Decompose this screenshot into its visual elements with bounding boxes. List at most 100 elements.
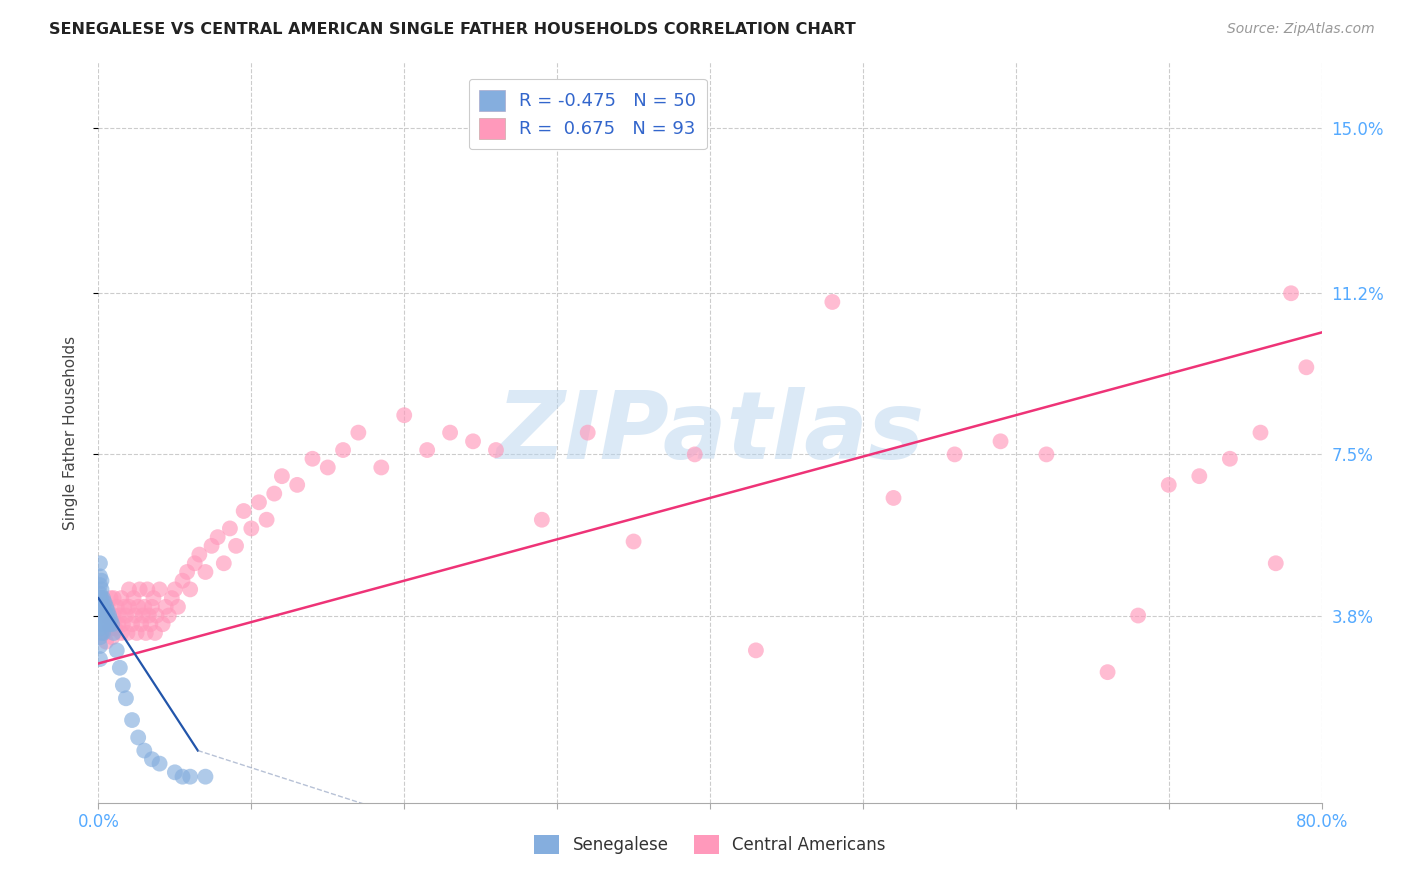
Point: [683, 447, 706, 461]
Point: [89, 578, 111, 592]
Point: [270, 469, 292, 483]
Point: [160, 591, 183, 606]
Point: [104, 622, 127, 636]
Point: [370, 460, 392, 475]
Point: [1035, 447, 1057, 461]
Point: [89, 591, 111, 606]
Point: [93, 626, 115, 640]
Point: [163, 582, 186, 597]
Point: [301, 451, 323, 466]
Point: [90, 591, 112, 606]
Point: [90, 599, 112, 614]
Point: [89, 599, 111, 614]
Point: [530, 513, 553, 527]
Point: [145, 608, 167, 623]
Point: [745, 643, 768, 657]
Point: [461, 434, 484, 449]
Point: [94, 608, 117, 623]
Point: [94, 599, 117, 614]
Point: [90, 582, 112, 597]
Point: [94, 617, 117, 632]
Point: [1128, 608, 1150, 623]
Point: [132, 608, 155, 623]
Point: [439, 425, 461, 440]
Point: [157, 608, 180, 623]
Point: [94, 634, 117, 648]
Point: [485, 443, 508, 458]
Point: [89, 613, 111, 627]
Point: [93, 595, 115, 609]
Point: [1264, 556, 1286, 570]
Point: [172, 770, 194, 784]
Point: [416, 443, 439, 458]
Point: [347, 425, 370, 440]
Point: [98, 608, 121, 623]
Point: [90, 617, 112, 632]
Point: [821, 295, 844, 310]
Point: [103, 591, 125, 606]
Point: [93, 613, 115, 627]
Point: [149, 756, 172, 771]
Point: [89, 587, 111, 601]
Point: [97, 599, 120, 614]
Point: [121, 617, 143, 632]
Point: [163, 765, 186, 780]
Point: [127, 731, 149, 745]
Point: [1097, 665, 1119, 680]
Point: [263, 486, 285, 500]
Point: [141, 599, 163, 614]
Point: [1219, 451, 1241, 466]
Point: [91, 591, 114, 606]
Point: [127, 599, 149, 614]
Legend: Senegalese, Central Americans: Senegalese, Central Americans: [527, 829, 893, 861]
Point: [89, 622, 111, 636]
Point: [212, 556, 235, 570]
Point: [207, 530, 229, 544]
Point: [89, 639, 111, 653]
Point: [194, 565, 217, 579]
Point: [256, 513, 278, 527]
Point: [115, 691, 138, 706]
Point: [107, 617, 129, 632]
Point: [122, 591, 145, 606]
Point: [138, 608, 160, 623]
Point: [883, 491, 905, 505]
Point: [89, 556, 111, 570]
Point: [179, 582, 201, 597]
Point: [90, 574, 112, 588]
Point: [100, 591, 122, 606]
Point: [125, 626, 148, 640]
Point: [576, 425, 599, 440]
Point: [135, 626, 157, 640]
Point: [97, 604, 120, 618]
Point: [91, 626, 114, 640]
Point: [91, 617, 114, 632]
Point: [91, 599, 114, 614]
Point: [167, 599, 190, 614]
Point: [225, 539, 247, 553]
Point: [139, 617, 162, 632]
Point: [89, 569, 111, 583]
Point: [89, 604, 111, 618]
Point: [1188, 469, 1211, 483]
Point: [111, 678, 134, 692]
Point: [1249, 425, 1271, 440]
Point: [110, 591, 132, 606]
Point: [90, 608, 112, 623]
Point: [1295, 360, 1317, 375]
Point: [194, 770, 217, 784]
Point: [100, 613, 122, 627]
Point: [184, 556, 207, 570]
Point: [103, 626, 125, 640]
Point: [155, 599, 177, 614]
Point: [149, 582, 172, 597]
Point: [100, 622, 122, 636]
Point: [990, 434, 1012, 449]
Point: [152, 617, 174, 632]
Point: [90, 626, 112, 640]
Point: [89, 630, 111, 644]
Point: [285, 478, 308, 492]
Point: [179, 770, 201, 784]
Point: [172, 574, 194, 588]
Y-axis label: Single Father Households: Single Father Households: [63, 335, 77, 530]
